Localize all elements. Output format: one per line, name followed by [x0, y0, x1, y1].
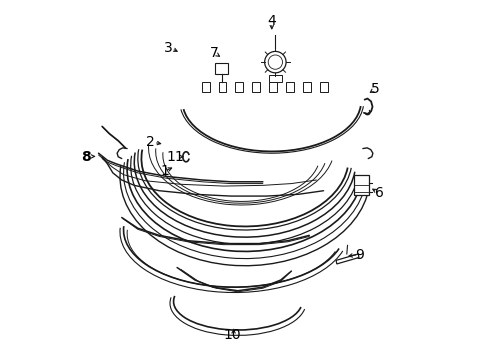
Text: 5: 5 — [371, 82, 380, 96]
Text: 2: 2 — [146, 135, 155, 149]
Bar — [269, 75, 282, 82]
Text: 10: 10 — [223, 328, 241, 342]
Bar — [354, 175, 369, 195]
Bar — [202, 82, 210, 93]
Bar — [303, 82, 311, 93]
Text: 11: 11 — [167, 150, 184, 164]
Bar — [269, 82, 277, 93]
Text: 1: 1 — [160, 164, 169, 178]
Bar — [286, 82, 294, 93]
Text: 6: 6 — [374, 185, 383, 199]
Text: 9: 9 — [355, 248, 364, 262]
Text: 8: 8 — [81, 150, 91, 164]
Bar — [252, 82, 260, 93]
Bar — [319, 82, 327, 93]
Bar — [236, 82, 244, 93]
Text: 7: 7 — [210, 46, 219, 60]
Bar — [215, 63, 228, 73]
Text: 3: 3 — [164, 41, 172, 55]
Text: 4: 4 — [268, 14, 276, 28]
Bar — [219, 82, 226, 93]
